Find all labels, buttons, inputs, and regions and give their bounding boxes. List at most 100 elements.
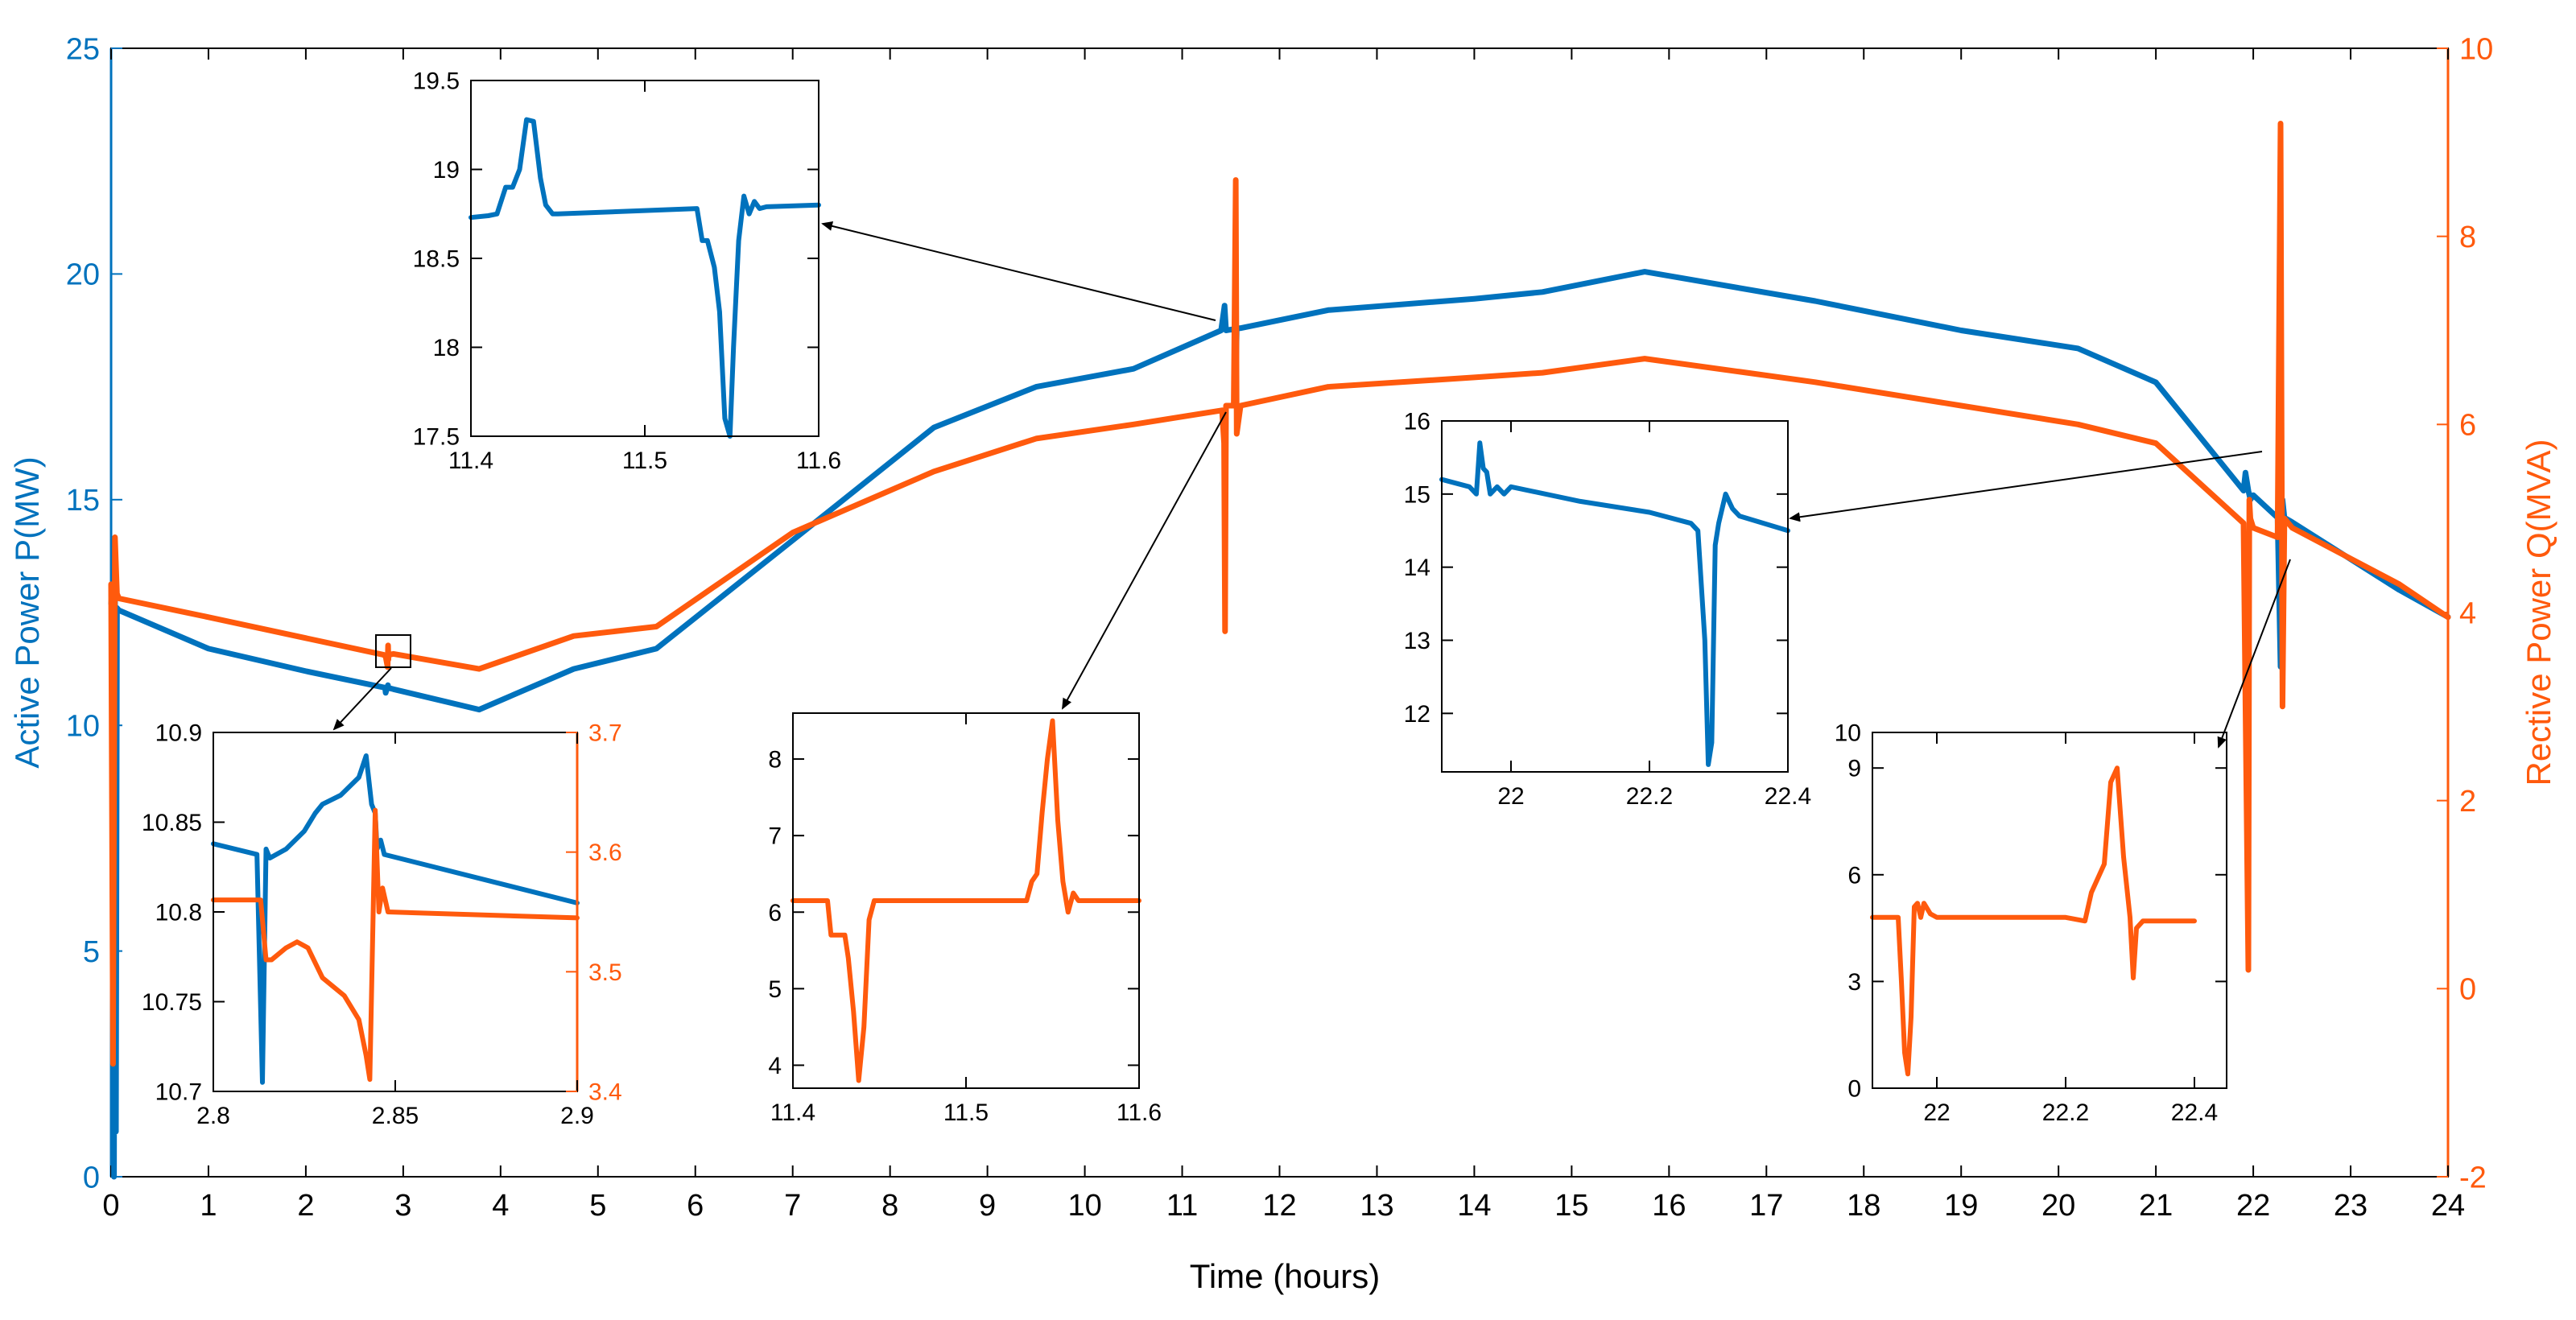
inset-p2-y-tick-label: 12 (1404, 701, 1430, 728)
main-x-tick-label: 7 (784, 1189, 801, 1223)
inset-pq-2.8-x-tick-label: 2.85 (372, 1103, 419, 1129)
inset-pq-2.8h: 2.8 2.85 2.9 10.7 10.75 10.8 10.85 10.9 3.4 3.5 3.… (142, 720, 622, 1130)
inset-pq-2.8-y-right-tick-label: 3.7 (588, 720, 622, 747)
main-x-tick-label: 15 (1554, 1189, 1588, 1223)
main-y-right-tick-label: -2 (2459, 1161, 2487, 1194)
main-x-tick-label: 12 (1262, 1189, 1296, 1223)
main-x-tick-label: 8 (881, 1189, 898, 1223)
main-x-tick-label: 10 (1067, 1189, 1101, 1223)
inset-p2-frame (1441, 420, 1789, 773)
inset-pq-2.8-y-tick-label: 10.8 (155, 900, 202, 926)
main-x-tick-label: 13 (1360, 1189, 1393, 1223)
main-series (108, 121, 2451, 1180)
inset-p2-series-active-line (1439, 440, 1790, 767)
arrow-to-inset-p2 (1789, 451, 2263, 522)
inset-q2-x-tick-label: 22.2 (2042, 1099, 2089, 1126)
main-tick-labels: 0 1 2 3 4 5 6 7 8 9 10 11 12 13 14 15 16 17 18 19 20 21 22 23 24… (66, 32, 2494, 1223)
main-x-tick-label: 0 (102, 1189, 119, 1223)
zoom-region-box (375, 634, 411, 668)
main-y-tick-label: 0 (83, 1161, 100, 1194)
main-x-tick-label: 4 (492, 1189, 509, 1223)
main-x-tick-label: 9 (979, 1189, 996, 1223)
main-y-right-tick-label: 4 (2459, 596, 2476, 630)
inset-q2-y-tick-label: 10 (1835, 720, 1861, 747)
inset-p1-y-tick-label: 19 (433, 157, 460, 184)
main-x-tick-label: 22 (2236, 1189, 2270, 1223)
main-x-tick-label: 18 (1847, 1189, 1880, 1223)
inset-q1-x-tick-label: 11.5 (943, 1099, 989, 1126)
inset-q1-y-tick-label: 7 (768, 823, 782, 850)
main-y-tick-label: 10 (66, 710, 100, 744)
inset-p2-background (1442, 421, 1788, 772)
main-x-tick-label: 21 (2139, 1189, 2173, 1223)
inset-p2-x-tick-label: 22 (1497, 783, 1524, 810)
main-x-tick-label: 16 (1652, 1189, 1686, 1223)
inset-p2-y-tick-label: 14 (1404, 555, 1430, 581)
main-y-right-tick-label: 6 (2459, 409, 2476, 443)
arrow-to-inset-q2 (2217, 559, 2291, 749)
arrow-to-inset-pq (332, 667, 392, 731)
inset-q2-series-active-line (1870, 765, 2197, 1077)
inset-q2-y-tick-label: 0 (1847, 1076, 1861, 1103)
inset-p2-x-tick-label: 22.4 (1765, 783, 1811, 810)
main-x-tick-label: 1 (200, 1189, 217, 1223)
main-y-tick-label: 25 (66, 32, 100, 66)
arrow-to-inset-p1 (821, 221, 1216, 321)
inset-q1-x-tick-label: 11.6 (1117, 1099, 1162, 1126)
inset-pq-2.8-y-tick-label: 10.7 (155, 1079, 202, 1106)
inset-pq-2.8-x-tick-label: 2.8 (196, 1103, 230, 1129)
inset-reactive-power-11h: 11.4 11.5 11.6 4 5 6 7 8 (768, 712, 1162, 1126)
inset-pq-2.8-x-tick-label: 2.9 (560, 1103, 594, 1129)
main-x-tick-label: 14 (1457, 1189, 1491, 1223)
left-y-axis-label: Active Power P(MW) (8, 456, 46, 768)
main-x-tick-label: 19 (1944, 1189, 1978, 1223)
inset-p2-x-tick-label: 22.2 (1626, 783, 1673, 810)
inset-p1-x-tick-label: 11.5 (622, 448, 667, 474)
inset-q1-y-tick-label: 4 (768, 1053, 782, 1079)
inset-q1-y-tick-label: 8 (768, 747, 782, 773)
inset-q2-frame (1872, 732, 2227, 1089)
inset-p1-series-active-line (469, 117, 821, 439)
main-y-right-tick-label: 10 (2459, 32, 2493, 66)
main-x-tick-label: 17 (1749, 1189, 1783, 1223)
inset-q2-y-tick-label: 6 (1847, 862, 1861, 889)
main-y-tick-label: 15 (66, 484, 100, 518)
inset-q2-y-tick-label: 3 (1847, 969, 1861, 996)
inset-p2-y-tick-label: 13 (1404, 628, 1430, 654)
inset-pq-2.8-y-tick-label: 10.9 (155, 720, 202, 747)
main-x-tick-label: 11 (1166, 1189, 1198, 1223)
arrow-to-inset-q1 (1062, 411, 1227, 710)
annotation-arrows (332, 221, 2291, 749)
inset-p2-y-tick-label: 15 (1404, 481, 1430, 508)
inset-p2-y-tick-label: 16 (1404, 409, 1430, 435)
inset-q2-background (1872, 732, 2227, 1088)
inset-q2-y-tick-label: 9 (1847, 756, 1861, 782)
inset-pq-2.8-y-right-tick-label: 3.4 (588, 1079, 622, 1106)
inset-p1-y-tick-label: 19.5 (413, 68, 460, 95)
inset-pq-2.8-y-tick-label: 10.85 (142, 810, 202, 836)
main-x-tick-label: 2 (297, 1189, 314, 1223)
inset-active-power-22h: 22 22.2 22.4 12 13 14 15 16 (1404, 409, 1812, 811)
main-y-right-tick-label: 0 (2459, 973, 2476, 1007)
main-x-tick-label: 6 (687, 1189, 704, 1223)
inset-pq-2.8-y-tick-label: 10.75 (142, 989, 202, 1016)
inset-pq-2.8-y-right-tick-label: 3.6 (588, 839, 622, 866)
inset-q1-y-tick-label: 5 (768, 976, 782, 1003)
main-x-tick-label: 24 (2431, 1189, 2465, 1223)
inset-active-power-11h: 11.4 11.5 11.6 17.5 18 18.5 19 19.5 (413, 68, 841, 475)
main-y-tick-label: 20 (66, 258, 100, 292)
inset-q1-series-active-line (791, 718, 1141, 1083)
inset-p1-x-tick-label: 11.4 (448, 448, 493, 474)
inset-reactive-power-22h: 22 22.2 22.4 0 3 6 9 10 (1835, 720, 2227, 1126)
inset-p1-y-tick-label: 18 (433, 335, 460, 361)
inset-q2-x-tick-label: 22 (1923, 1099, 1950, 1126)
inset-q1-y-tick-label: 6 (768, 900, 782, 926)
main-x-tick-label: 20 (2041, 1189, 2075, 1223)
main-y-right-tick-label: 2 (2459, 785, 2476, 819)
main-y-right-tick-label: 8 (2459, 221, 2476, 254)
main-series-reactive-line (108, 121, 2451, 1067)
inset-p1-y-tick-label: 17.5 (413, 424, 460, 451)
inset-q2-x-tick-label: 22.4 (2171, 1099, 2218, 1126)
inset-p1-x-tick-label: 11.6 (796, 448, 841, 474)
x-axis-label: Time (hours) (1190, 1257, 1380, 1295)
